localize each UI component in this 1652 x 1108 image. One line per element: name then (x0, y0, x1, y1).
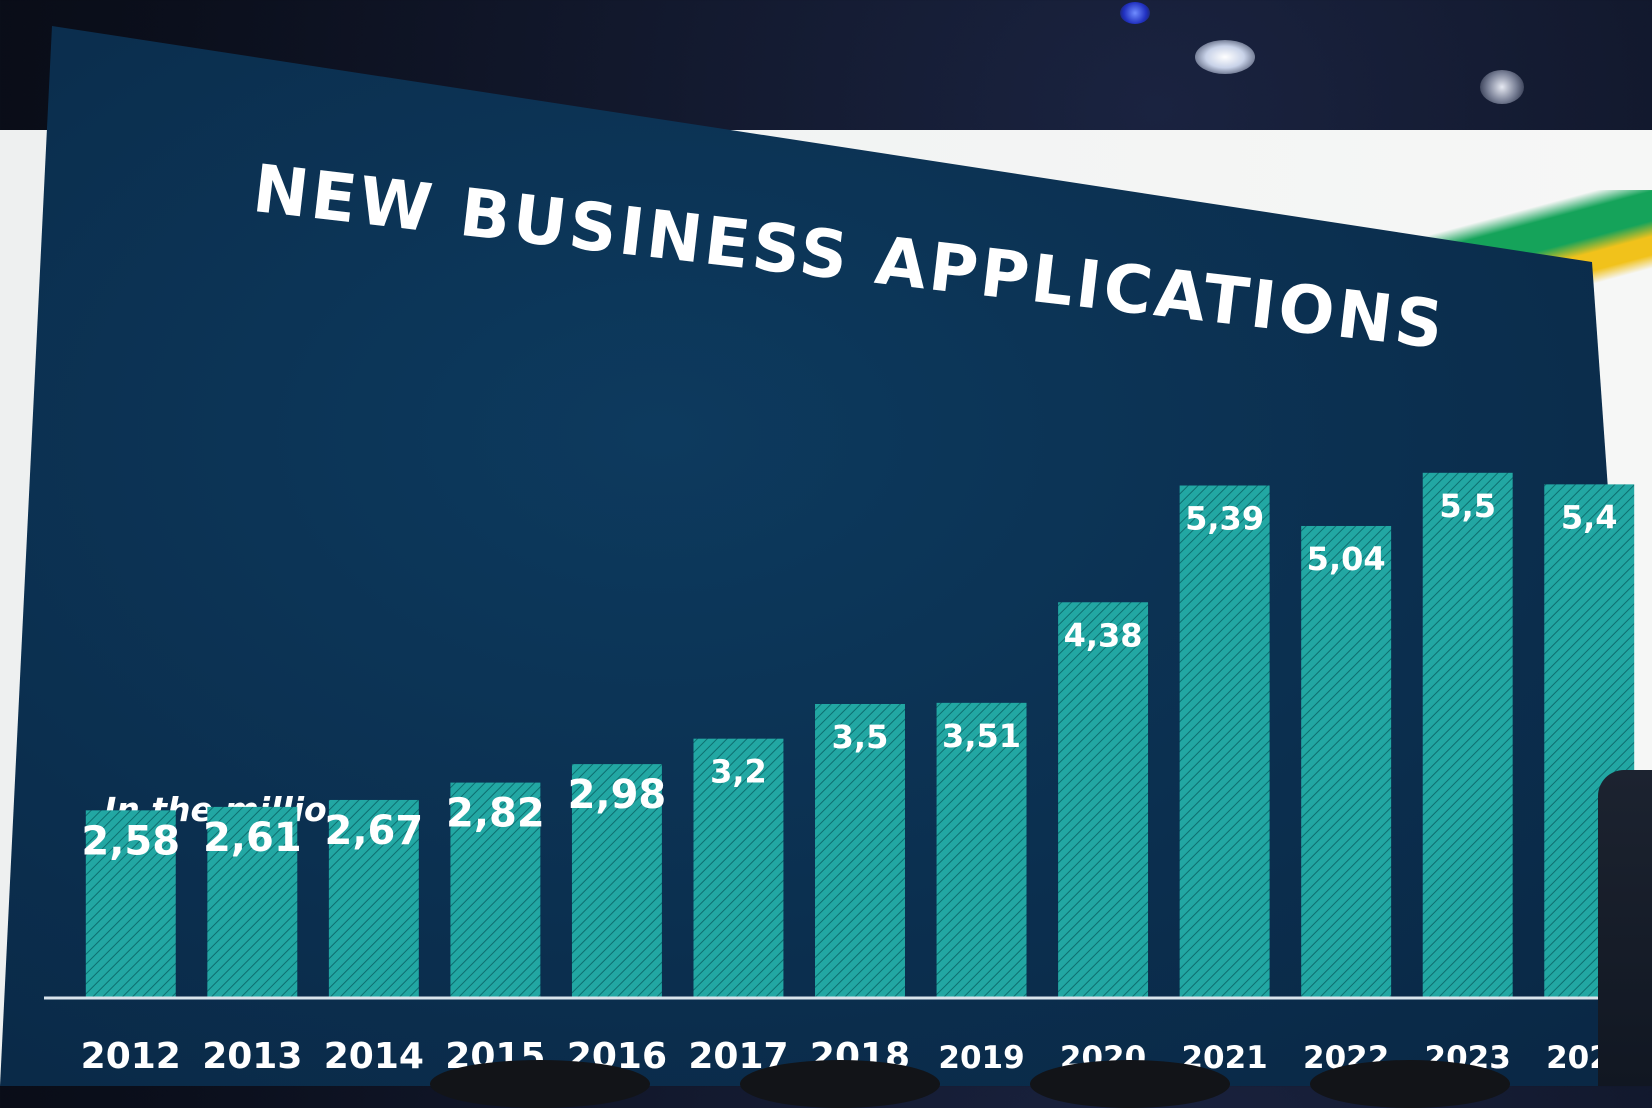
x-tick-label-2013: 2013 (202, 1036, 302, 1077)
audience-seat (430, 1060, 650, 1108)
bar-2016 (571, 764, 662, 998)
value-label-2024: 5,4 (1561, 498, 1618, 536)
value-label-2023: 5,5 (1439, 487, 1496, 525)
bar-2019 (936, 702, 1027, 998)
value-label-2020: 4,38 (1064, 616, 1143, 654)
x-tick-label-2012: 2012 (81, 1036, 181, 1077)
stage-light (1480, 70, 1524, 104)
bar-2023 (1422, 472, 1513, 998)
bar-2013 (207, 806, 298, 998)
audience-seat (1310, 1060, 1510, 1108)
bar-2021 (1179, 485, 1270, 998)
value-label-2017: 3,2 (710, 753, 767, 791)
x-tick-label-2014: 2014 (324, 1036, 424, 1077)
value-label-2012: 2,58 (81, 818, 180, 864)
stage-light (1120, 2, 1150, 24)
value-label-2014: 2,67 (324, 808, 423, 854)
audience-seat (1030, 1060, 1230, 1108)
bar-2017 (693, 738, 784, 998)
value-label-2019: 3,51 (942, 717, 1021, 755)
value-label-2015: 2,82 (446, 791, 545, 837)
bar-2022 (1301, 525, 1392, 998)
value-label-2016: 2,98 (568, 772, 667, 818)
bars-layer (85, 472, 1635, 998)
bar-2014 (328, 799, 419, 998)
value-label-2018: 3,5 (832, 718, 889, 756)
value-label-2021: 5,39 (1185, 500, 1264, 538)
stage-light (1195, 40, 1255, 74)
value-label-2022: 5,04 (1307, 540, 1386, 578)
bar-2015 (450, 782, 541, 998)
audience-seat (740, 1060, 940, 1108)
bar-2018 (815, 704, 905, 998)
presenter-silhouette (1598, 770, 1652, 1086)
x-tick-label-2019: 2019 (938, 1040, 1024, 1076)
bar-2012 (85, 810, 176, 998)
bar-2020 (1058, 602, 1149, 998)
value-label-2013: 2,61 (203, 815, 302, 861)
